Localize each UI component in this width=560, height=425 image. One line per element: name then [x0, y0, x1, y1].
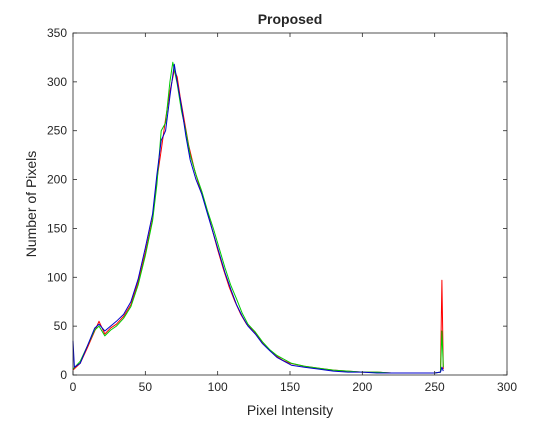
y-tick-label: 150 — [47, 221, 67, 235]
y-tick-label: 50 — [54, 319, 68, 333]
y-tick-label: 200 — [47, 173, 67, 187]
ticks-layer: 0 50 100 150 200 250 300 0 50 100 150 200 250 300 350 — [47, 26, 517, 394]
y-tick-label: 0 — [60, 368, 67, 382]
x-tick-label: 300 — [497, 380, 517, 394]
y-tick-label: 250 — [47, 124, 67, 138]
plot-area — [73, 33, 507, 375]
x-tick-label: 200 — [352, 380, 372, 394]
y-axis-label: Number of Pixels — [23, 151, 39, 258]
series-layer — [72, 61, 444, 374]
x-tick-label: 50 — [139, 380, 153, 394]
y-tick-label: 100 — [47, 270, 67, 284]
series-line-3 — [72, 63, 444, 374]
x-tick-label: 0 — [70, 380, 77, 394]
chart-title: Proposed — [258, 11, 323, 27]
y-tick-label: 300 — [47, 75, 67, 89]
x-tick-label: 100 — [208, 380, 228, 394]
x-axis-label: Pixel Intensity — [247, 402, 333, 418]
x-tick-label: 250 — [425, 380, 445, 394]
y-tick-label: 350 — [47, 26, 67, 40]
x-tick-label: 150 — [280, 380, 300, 394]
